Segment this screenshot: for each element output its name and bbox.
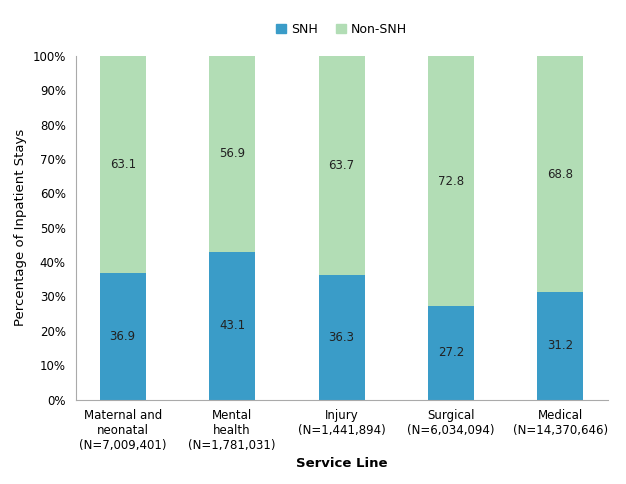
Text: 68.8: 68.8 (547, 168, 573, 181)
Bar (428, 56, 474, 306)
Legend: SNH, Non-SNH: SNH, Non-SNH (270, 18, 413, 41)
Text: 31.2: 31.2 (547, 339, 573, 352)
Bar (428, 306, 474, 399)
Bar (209, 56, 255, 252)
X-axis label: Service Line: Service Line (296, 457, 387, 470)
Text: 36.3: 36.3 (329, 331, 354, 344)
Y-axis label: Percentage of Inpatient Stays: Percentage of Inpatient Stays (14, 129, 27, 326)
Text: 63.1: 63.1 (110, 158, 136, 171)
Text: 36.9: 36.9 (110, 330, 136, 343)
Bar (537, 292, 583, 399)
Text: 27.2: 27.2 (438, 347, 464, 359)
Bar (319, 56, 364, 275)
Bar (537, 56, 583, 292)
Bar (209, 252, 255, 399)
Bar (319, 275, 364, 399)
Text: 63.7: 63.7 (329, 159, 354, 172)
Bar (100, 273, 146, 399)
Bar (100, 56, 146, 273)
Text: 56.9: 56.9 (219, 147, 245, 160)
Text: 43.1: 43.1 (219, 319, 245, 332)
Text: 72.8: 72.8 (438, 175, 464, 188)
